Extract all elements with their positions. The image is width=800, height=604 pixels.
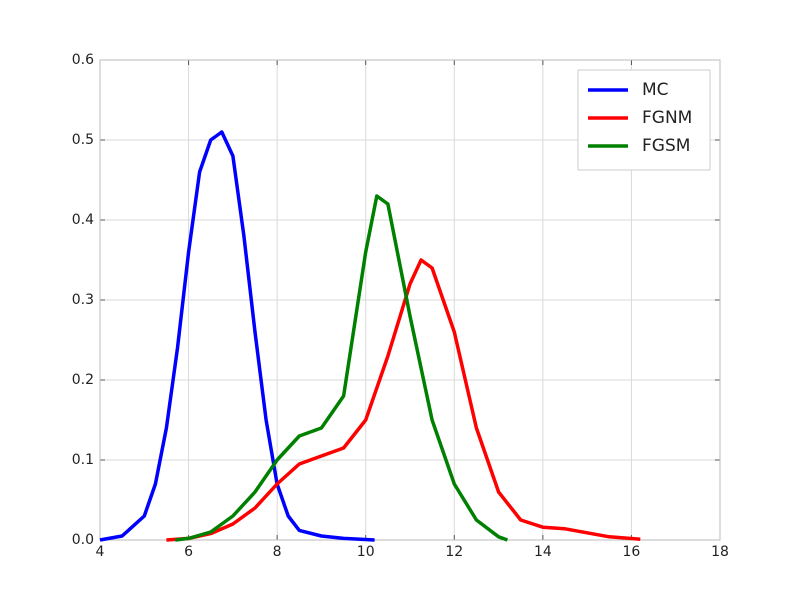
x-tick-label: 14 bbox=[534, 544, 552, 560]
x-tick-label: 10 bbox=[357, 544, 375, 560]
x-tick-label: 4 bbox=[96, 544, 105, 560]
y-tick-label: 0.5 bbox=[72, 132, 94, 148]
x-tick-label: 6 bbox=[184, 544, 193, 560]
y-tick-label: 0.4 bbox=[72, 212, 94, 228]
y-tick-label: 0.3 bbox=[72, 292, 94, 308]
y-tick-label: 0.1 bbox=[72, 452, 94, 468]
line-series bbox=[99, 130, 375, 542]
legend-box bbox=[577, 69, 711, 171]
plot-frame bbox=[99, 59, 721, 541]
y-tick-label: 0.2 bbox=[72, 372, 94, 388]
legend-label: FGNM bbox=[642, 108, 692, 128]
x-tick-label: 18 bbox=[711, 544, 729, 560]
y-tick-label: 0.6 bbox=[72, 52, 94, 68]
line-series bbox=[166, 258, 641, 542]
x-tick-label: 12 bbox=[445, 544, 463, 560]
line-series bbox=[175, 194, 508, 542]
y-tick-label: 0.0 bbox=[72, 532, 94, 548]
legend-label: FGSM bbox=[642, 136, 690, 156]
legend-label: MC bbox=[642, 80, 669, 100]
x-tick-label: 16 bbox=[623, 544, 641, 560]
x-tick-label: 8 bbox=[273, 544, 282, 560]
